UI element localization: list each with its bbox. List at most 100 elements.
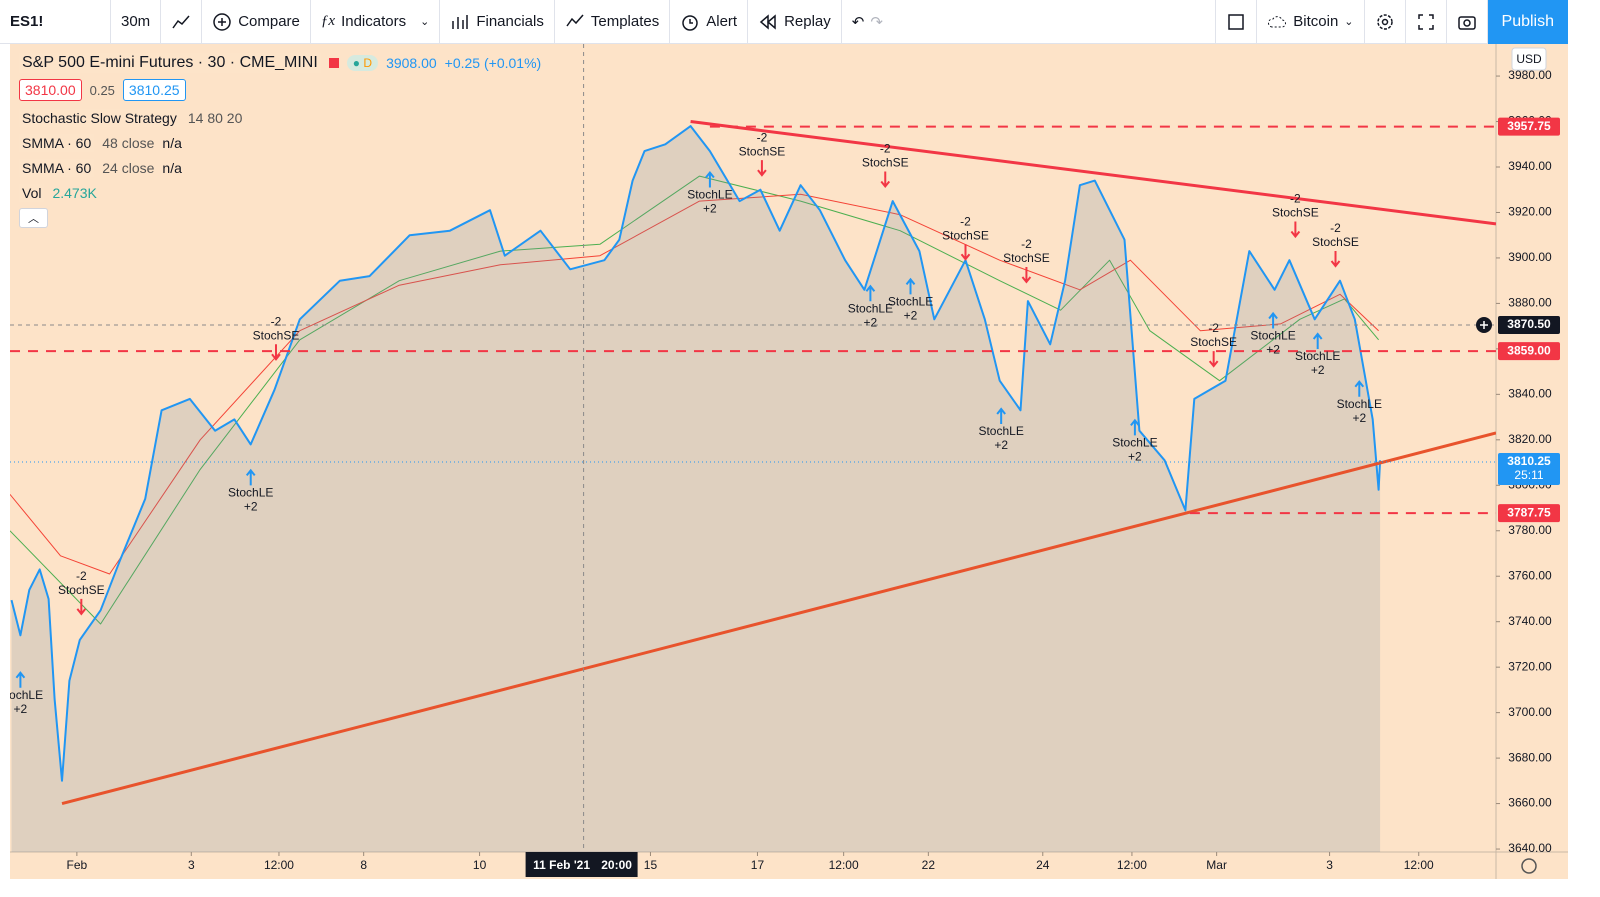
x-tick-label: 12:00 [1117,858,1147,872]
layout[interactable]: Bitcoin ⌄ [1257,0,1365,44]
undo[interactable]: ↶ ↷ [842,0,893,44]
signal-qty: -2 [1021,237,1032,251]
signal-qty: +2 [904,309,918,323]
signal-label: StochLE [978,424,1023,438]
signal-arrow [705,170,715,188]
signal-arrow [271,344,281,361]
level-tag [1498,117,1560,136]
y-tick-label: 3940.00 [1508,159,1552,173]
crosshair-price-tag [1498,316,1560,335]
symbol[interactable]: ES1! [0,0,111,44]
icon [682,14,698,31]
interval[interactable]: 30m [111,0,162,44]
y-tick-label: 3640.00 [1508,841,1552,855]
trend-line [61,431,1496,806]
y-tick-label: 3820.00 [1508,432,1552,446]
legend: S&P 500 E-mini Futures · 30 · CME_MINI ●… [19,50,541,230]
signal-qty: -2 [757,130,768,144]
signal-arrow [1354,380,1365,397]
icon [1268,15,1287,27]
study-row: SMMA · 60 24 close n/a [19,155,541,180]
crosshair-date: 11 Feb '21 [533,858,590,872]
spread: 0.25 [89,82,115,98]
level-label: 3957.75 [1507,119,1551,133]
signal-qty: +2 [1311,363,1325,377]
signal-qty: +2 [994,438,1008,452]
study-value: 2.473K [52,184,97,201]
signal-arrow [880,171,891,189]
y-tick-label: 3840.00 [1508,387,1552,401]
plot-area: StochLE+2StochLE+2StochLE+2StochLE+2Stoc… [10,44,1496,852]
level-label: 3787.75 [1507,505,1551,519]
snapshot[interactable] [1447,0,1488,44]
signal-qty: -2 [1208,321,1219,335]
icon [1417,13,1434,30]
icon [452,14,469,29]
signal-arrow [865,284,876,302]
icon: ↶ [851,13,865,31]
x-tick-label: 8 [360,858,367,872]
settings-icon[interactable] [1521,858,1537,874]
price-area [11,126,1381,852]
y-tick-label: 3700.00 [1508,705,1552,719]
icon [1228,13,1245,30]
study-row: Stochastic Slow Strategy 14 80 20 [19,105,541,130]
icon [172,15,190,28]
x-tick-label: 22 [922,858,936,872]
signal-label: StochSE [739,144,786,158]
signal-label: StochSE [862,156,909,170]
legend-title-row: S&P 500 E-mini Futures · 30 · CME_MINI ●… [19,50,541,75]
settings[interactable] [1365,0,1406,44]
signal-qty: +2 [864,315,878,329]
moving-average [10,175,1379,625]
compare[interactable]: Compare [202,0,311,44]
signal-arrow [757,160,767,177]
level-tag [1498,504,1560,523]
signal-qty: -2 [960,214,971,228]
signal-label: StochLE [1250,329,1295,343]
signal-qty: -2 [880,142,891,156]
financials[interactable]: Financials [440,0,555,44]
collapse-button[interactable]: ︿ [19,207,48,228]
y-tick-label: 3920.00 [1508,205,1552,219]
crosshair-time: 20:00 [601,858,632,872]
quote-row: 3810.00 0.25 3810.25 [19,75,541,105]
x-tick-label: Mar [1206,858,1227,872]
publish-button[interactable]: Publish [1487,0,1568,44]
bid[interactable]: 3810.00 [19,79,82,101]
compare-text: Compare [238,13,300,30]
x-tick-label: 3 [1326,858,1333,872]
chart-style[interactable] [161,0,203,44]
ask[interactable]: 3810.25 [122,79,186,101]
level-label: 3859.00 [1507,343,1551,357]
study-row: Vol 2.473K [19,180,541,205]
collapse-row: ︿ [19,205,541,230]
flag[interactable] [328,57,339,68]
indicators[interactable]: ƒx Indicators ⌄ [311,0,441,44]
y-tick-label: 3680.00 [1508,750,1552,764]
chart-background [10,44,1568,879]
icon [213,12,231,31]
icon [1457,15,1476,30]
symbol-title: S&P 500 E-mini Futures · 30 · CME_MINI [19,52,321,73]
y-tick-label: 3740.00 [1508,614,1552,628]
select[interactable] [1215,0,1258,44]
fullscreen[interactable] [1406,0,1447,44]
x-tick-label: 24 [1036,858,1050,872]
replay[interactable]: Replay [748,0,842,44]
icon: ⌄ [420,16,430,28]
signal-qty: -2 [271,314,282,328]
signal-label: StochLE [888,295,933,309]
dot: ● [352,55,361,70]
layout-text: Bitcoin [1293,13,1339,30]
y-tick-label: 3660.00 [1508,796,1552,810]
templates[interactable]: Templates [555,0,671,44]
signal-qty: +2 [703,202,717,216]
y-tick-label: 3900.00 [1508,250,1552,264]
signal-qty: -2 [76,569,87,583]
currency-box[interactable] [1511,47,1547,71]
last-price-label: 3810.25 [1507,454,1551,468]
alert[interactable]: Alert [670,0,749,44]
indicators-text: Indicators [341,13,407,30]
crosshair-time-tag [525,852,638,877]
